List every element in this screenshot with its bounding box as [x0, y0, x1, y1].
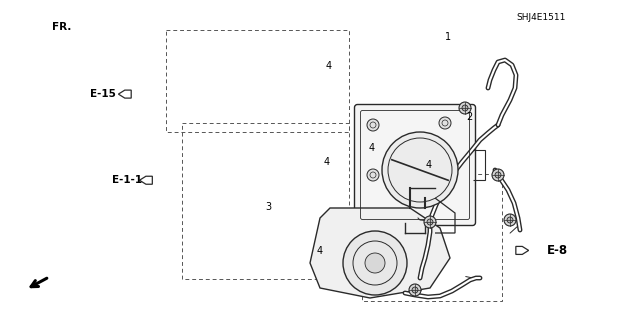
Text: E-15: E-15: [90, 89, 115, 99]
Circle shape: [367, 119, 379, 131]
Circle shape: [495, 172, 501, 178]
Polygon shape: [516, 246, 529, 255]
Circle shape: [504, 214, 516, 226]
Circle shape: [409, 284, 421, 296]
Circle shape: [427, 219, 433, 225]
Circle shape: [492, 169, 504, 181]
Text: 4: 4: [325, 61, 332, 71]
Text: SHJ4E1511: SHJ4E1511: [516, 13, 566, 22]
FancyBboxPatch shape: [355, 105, 476, 226]
Text: 4: 4: [323, 157, 330, 167]
Text: 2: 2: [466, 112, 472, 122]
Circle shape: [459, 102, 471, 114]
Text: 4: 4: [369, 143, 375, 153]
Text: E-8: E-8: [547, 244, 568, 257]
Polygon shape: [118, 90, 131, 98]
Circle shape: [439, 117, 451, 129]
Bar: [166, 30, 349, 132]
Bar: [362, 174, 502, 301]
Circle shape: [382, 132, 458, 208]
Text: 4: 4: [426, 160, 432, 170]
Bar: [182, 123, 349, 279]
Circle shape: [462, 105, 468, 111]
Circle shape: [365, 253, 385, 273]
Polygon shape: [310, 208, 450, 298]
Text: E-1-1: E-1-1: [112, 175, 142, 185]
Text: 4: 4: [317, 246, 323, 256]
Text: 3: 3: [266, 202, 272, 212]
Text: 1: 1: [445, 32, 451, 42]
Circle shape: [507, 217, 513, 223]
Circle shape: [412, 287, 418, 293]
Circle shape: [343, 231, 407, 295]
Text: FR.: FR.: [52, 22, 72, 33]
Circle shape: [367, 169, 379, 181]
Circle shape: [424, 216, 436, 228]
Polygon shape: [140, 176, 152, 184]
